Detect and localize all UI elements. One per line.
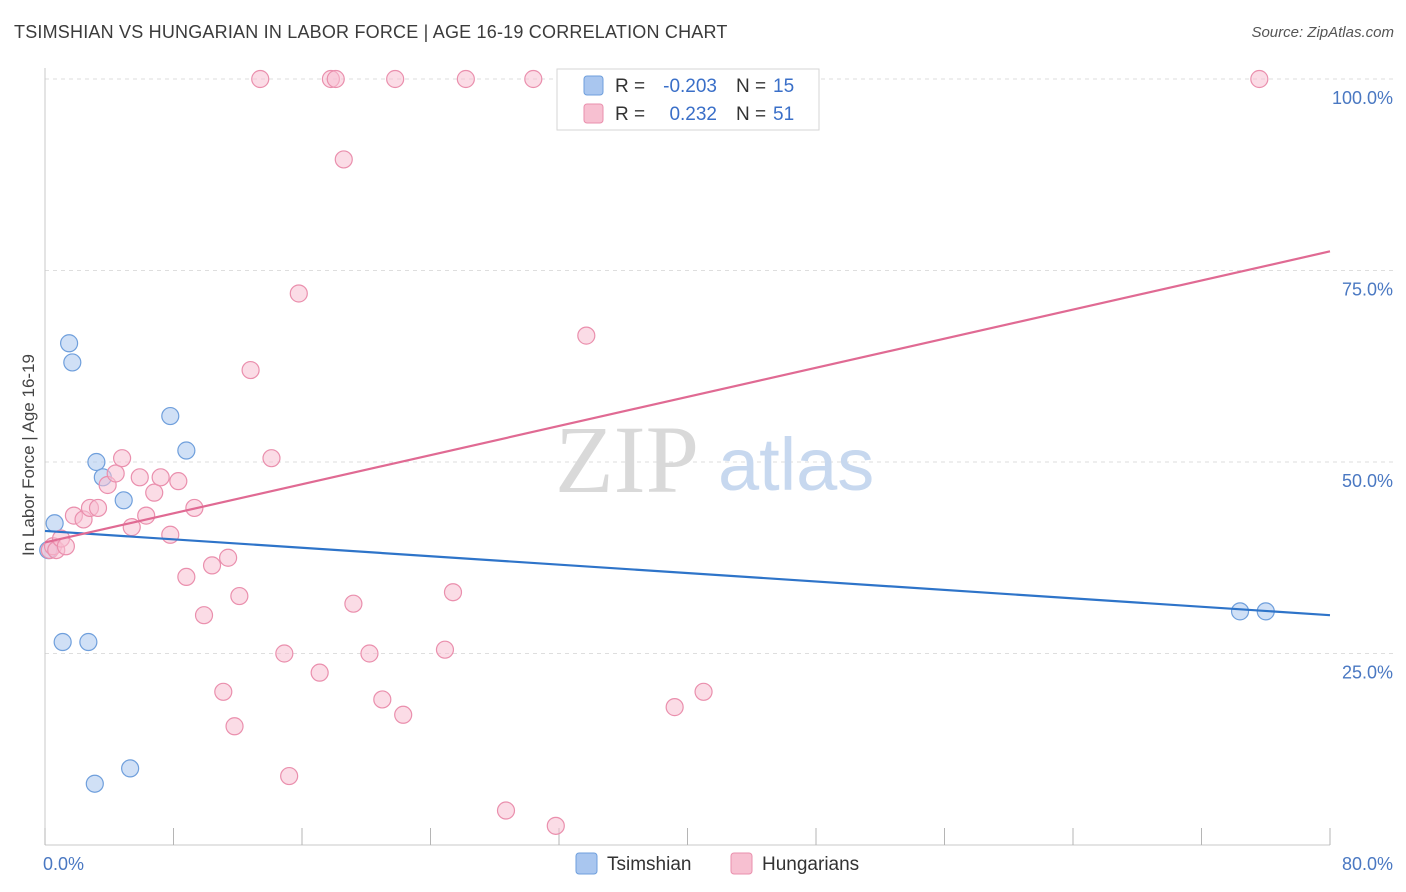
point-tsimshian — [85, 774, 104, 793]
point-hungarians — [225, 717, 244, 736]
point-hungarians — [326, 69, 345, 89]
point-tsimshian — [79, 632, 98, 652]
x-tick-label: 80.0% — [1342, 854, 1393, 874]
point-hungarians — [88, 498, 108, 518]
point-hungarians — [344, 594, 363, 613]
point-hungarians — [214, 682, 233, 701]
point-tsimshian — [87, 452, 106, 472]
point-hungarians — [112, 449, 132, 468]
point-hungarians — [130, 468, 149, 487]
point-tsimshian — [63, 353, 82, 372]
point-hungarians — [443, 583, 463, 602]
stats-legend: R = -0.203 N = 15 R = 0.232 N = 51 — [556, 68, 820, 131]
y-axis-label: In Labor Force | Age 16-19 — [19, 354, 38, 556]
x-tick-label: 0.0% — [43, 854, 84, 874]
point-hungarians — [386, 69, 405, 89]
point-hungarians — [360, 644, 379, 663]
legend-n-label-tsimshian: N = — [736, 76, 766, 97]
y-tick-label: 25.0% — [1342, 663, 1393, 683]
point-hungarians — [456, 69, 475, 89]
data-points — [39, 69, 1275, 835]
series-legend: Tsimshian Hungarians — [575, 852, 859, 875]
point-hungarians — [310, 663, 329, 682]
point-tsimshian — [45, 514, 64, 533]
series-legend-swatch-tsimshian — [575, 852, 598, 875]
y-tick-label: 50.0% — [1342, 471, 1393, 491]
point-hungarians — [694, 682, 713, 701]
point-hungarians — [289, 284, 308, 303]
legend-swatch-tsimshian — [583, 75, 604, 96]
axes — [44, 68, 1331, 846]
point-hungarians — [275, 644, 294, 663]
chart-source: Source: ZipAtlas.com — [1251, 24, 1394, 41]
point-hungarians — [394, 705, 413, 724]
legend-r-label-tsimshian: R = — [615, 76, 645, 97]
point-hungarians — [169, 472, 188, 491]
point-hungarians — [251, 69, 270, 89]
trendline-hungarians — [44, 250, 1331, 544]
legend-r-value-hungarians: 0.232 — [669, 104, 717, 125]
point-hungarians — [56, 537, 75, 556]
point-hungarians — [106, 464, 125, 483]
point-hungarians — [665, 698, 684, 717]
point-hungarians — [219, 548, 238, 567]
point-hungarians — [280, 766, 299, 786]
point-tsimshian — [161, 406, 180, 426]
point-tsimshian — [53, 632, 72, 652]
watermark-zip: ZIP — [555, 406, 699, 513]
point-hungarians — [151, 468, 170, 487]
point-hungarians — [435, 640, 455, 659]
legend-swatch-hungarians — [583, 103, 604, 124]
legend-n-label-hungarians: N = — [736, 104, 766, 125]
chart-title: TSIMSHIAN VS HUNGARIAN IN LABOR FORCE | … — [14, 22, 728, 42]
legend-n-value-tsimshian: 15 — [773, 76, 794, 97]
series-legend-swatch-hungarians — [730, 852, 753, 875]
point-hungarians — [546, 816, 565, 835]
point-hungarians — [241, 360, 260, 380]
watermark: ZIP atlas — [555, 406, 874, 513]
point-hungarians — [161, 525, 180, 544]
point-tsimshian — [114, 491, 133, 510]
legend-r-value-tsimshian: -0.203 — [663, 76, 717, 97]
point-hungarians — [577, 326, 596, 345]
legend-r-label-hungarians: R = — [615, 104, 645, 125]
point-hungarians — [145, 483, 164, 502]
point-hungarians — [194, 606, 214, 625]
point-hungarians — [230, 586, 249, 606]
point-hungarians — [524, 69, 543, 89]
point-hungarians — [177, 567, 196, 587]
trendline-tsimshian — [44, 529, 1331, 617]
legend-n-value-hungarians: 51 — [773, 104, 794, 125]
y-tick-label: 75.0% — [1342, 280, 1393, 300]
point-hungarians — [1250, 69, 1269, 89]
y-tick-label: 100.0% — [1332, 88, 1393, 108]
point-tsimshian — [121, 759, 140, 778]
point-tsimshian — [1230, 602, 1250, 621]
series-legend-label-hungarians: Hungarians — [762, 854, 859, 875]
point-hungarians — [496, 801, 516, 820]
tick-labels: 25.0% 50.0% 75.0% 100.0% 0.0% 80.0% — [43, 88, 1393, 874]
point-hungarians — [334, 150, 353, 169]
series-legend-label-tsimshian: Tsimshian — [607, 854, 691, 875]
point-tsimshian — [177, 441, 196, 460]
trend-lines — [44, 250, 1331, 617]
point-tsimshian — [59, 334, 79, 353]
watermark-atlas: atlas — [718, 423, 874, 506]
point-hungarians — [202, 556, 222, 575]
point-hungarians — [262, 449, 281, 468]
point-hungarians — [373, 690, 392, 709]
